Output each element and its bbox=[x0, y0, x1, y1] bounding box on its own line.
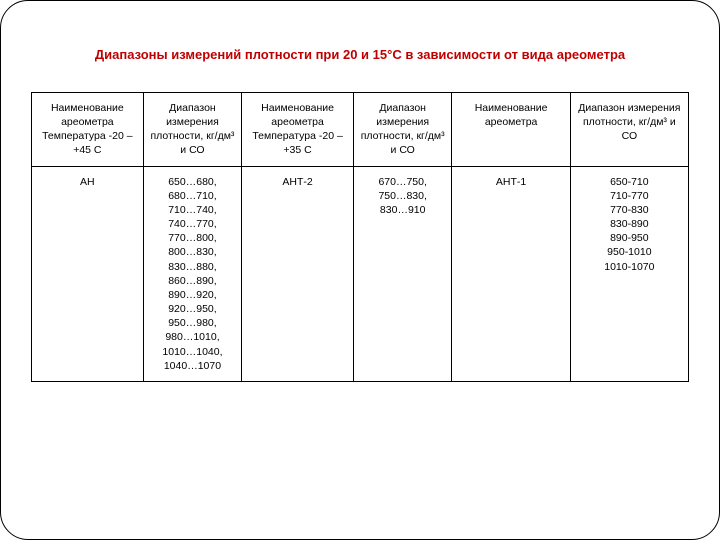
cell-areometer-name: АНТ-2 bbox=[242, 166, 354, 381]
col-header: Наименование ареометра Температура -20 –… bbox=[242, 92, 354, 166]
cell-density-range: 650…680,680…710,710…740,740…770,770…800,… bbox=[143, 166, 242, 381]
col-header: Диапазон измерения плотности, кг/дм³ и С… bbox=[353, 92, 452, 166]
col-header: Диапазон измерения плотности, кг/дм³ и С… bbox=[143, 92, 242, 166]
cell-areometer-name: АН bbox=[32, 166, 144, 381]
col-header: Наименование ареометра bbox=[452, 92, 570, 166]
page-frame: Диапазоны измерений плотности при 20 и 1… bbox=[0, 0, 720, 540]
table-header-row: Наименование ареометра Температура -20 –… bbox=[32, 92, 689, 166]
cell-areometer-name: АНТ-1 bbox=[452, 166, 570, 381]
cell-density-range: 670…750,750…830,830…910 bbox=[353, 166, 452, 381]
table-row: АН 650…680,680…710,710…740,740…770,770…8… bbox=[32, 166, 689, 381]
cell-density-range: 650-710710-770770-830830-890890-950950-1… bbox=[570, 166, 688, 381]
col-header: Наименование ареометра Температура -20 –… bbox=[32, 92, 144, 166]
page-title: Диапазоны измерений плотности при 20 и 1… bbox=[31, 47, 689, 64]
density-table: Наименование ареометра Температура -20 –… bbox=[31, 92, 689, 382]
col-header: Диапазон измерения плотности, кг/дм³ и С… bbox=[570, 92, 688, 166]
